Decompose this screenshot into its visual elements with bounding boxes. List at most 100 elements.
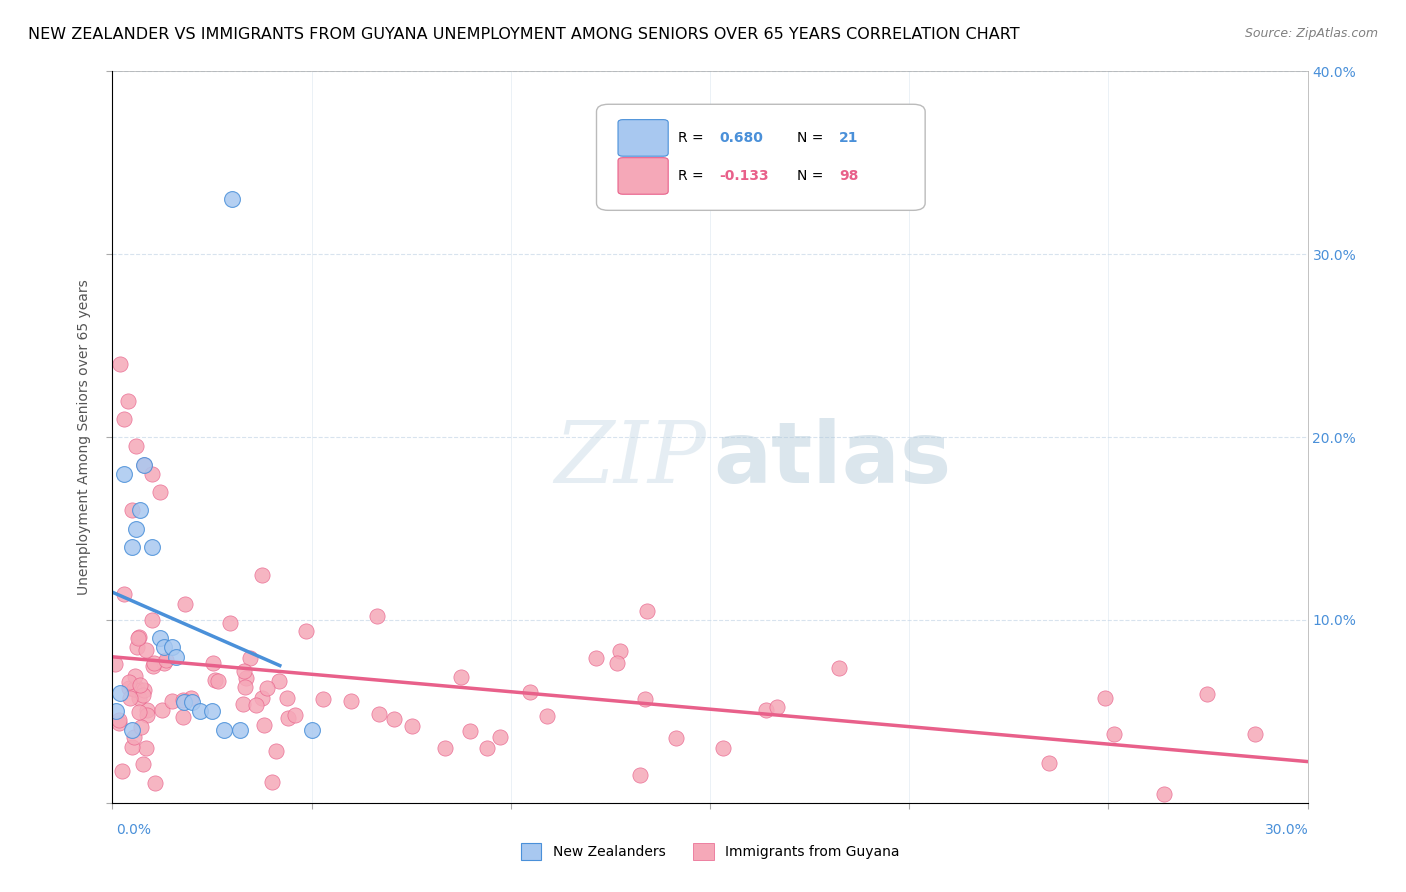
Point — [152, 703, 174, 717]
Point — [1195, 688, 1218, 702]
Point — [339, 694, 361, 708]
Point — [368, 707, 391, 722]
Point — [366, 609, 388, 624]
Point — [112, 587, 135, 601]
Point — [141, 467, 163, 481]
Point — [121, 540, 143, 554]
Point — [128, 678, 150, 692]
Point — [141, 540, 163, 554]
Point — [136, 707, 159, 722]
Point — [134, 458, 156, 472]
Point — [311, 692, 333, 706]
Point — [1104, 727, 1126, 741]
Point — [450, 670, 472, 684]
Point — [269, 673, 291, 688]
Point — [628, 767, 651, 781]
Point — [135, 643, 157, 657]
Point — [165, 649, 187, 664]
Text: R =: R = — [678, 131, 707, 145]
Point — [634, 692, 657, 706]
Point — [127, 631, 149, 645]
Point — [125, 681, 148, 695]
Point — [108, 716, 131, 731]
Point — [606, 656, 628, 670]
Point — [250, 567, 273, 582]
Point — [132, 682, 155, 697]
Point — [827, 661, 849, 675]
Text: 0.0%: 0.0% — [117, 823, 150, 837]
Point — [766, 700, 789, 714]
Point — [129, 720, 152, 734]
Point — [173, 597, 195, 611]
Text: 21: 21 — [839, 131, 859, 145]
Point — [111, 764, 134, 778]
Text: N =: N = — [797, 131, 828, 145]
Point — [181, 695, 204, 709]
Point — [202, 657, 225, 671]
FancyBboxPatch shape — [619, 120, 668, 156]
Point — [188, 705, 211, 719]
Point — [153, 657, 176, 671]
Point — [245, 698, 267, 712]
Point — [1094, 691, 1116, 706]
Point — [401, 719, 423, 733]
Point — [207, 673, 229, 688]
Point — [229, 723, 252, 737]
Point — [172, 693, 194, 707]
Point — [136, 703, 159, 717]
Point — [284, 708, 307, 723]
Point — [145, 776, 167, 790]
Text: 98: 98 — [839, 169, 859, 183]
Point — [204, 673, 226, 687]
FancyBboxPatch shape — [619, 158, 668, 194]
Point — [1244, 727, 1267, 741]
Point — [128, 705, 150, 719]
Text: 30.0%: 30.0% — [1264, 823, 1309, 837]
Point — [536, 709, 558, 723]
Point — [295, 624, 318, 639]
Point — [155, 653, 177, 667]
Text: Source: ZipAtlas.com: Source: ZipAtlas.com — [1244, 27, 1378, 40]
Point — [1153, 787, 1175, 801]
Point — [132, 757, 155, 772]
Point — [201, 705, 224, 719]
Point — [382, 712, 405, 726]
Text: R =: R = — [678, 169, 707, 183]
Point — [252, 718, 274, 732]
Point — [121, 739, 143, 754]
Point — [1038, 756, 1060, 770]
Point — [162, 640, 183, 655]
Point — [118, 681, 141, 696]
Point — [239, 651, 262, 665]
Point — [262, 775, 284, 789]
Point — [118, 675, 141, 690]
Point — [458, 723, 481, 738]
Point — [129, 503, 152, 517]
Point — [232, 665, 254, 679]
Point — [172, 709, 194, 723]
Point — [125, 521, 148, 535]
Point — [141, 613, 163, 627]
Point — [153, 640, 176, 655]
Point — [132, 688, 155, 702]
Point — [519, 685, 541, 699]
Point — [128, 630, 150, 644]
Point — [250, 691, 273, 706]
Point — [114, 412, 135, 426]
Point — [665, 731, 688, 745]
Point — [108, 713, 131, 727]
Point — [160, 694, 183, 708]
Point — [134, 458, 156, 472]
Point — [149, 632, 172, 646]
Point — [609, 644, 631, 658]
Point — [221, 192, 243, 206]
Point — [180, 691, 202, 706]
Point — [434, 741, 457, 756]
Text: atlas: atlas — [714, 417, 952, 500]
Point — [124, 669, 146, 683]
Point — [301, 723, 323, 737]
Point — [117, 393, 139, 408]
Point — [135, 741, 157, 756]
Point — [125, 640, 148, 654]
Point — [103, 657, 125, 671]
